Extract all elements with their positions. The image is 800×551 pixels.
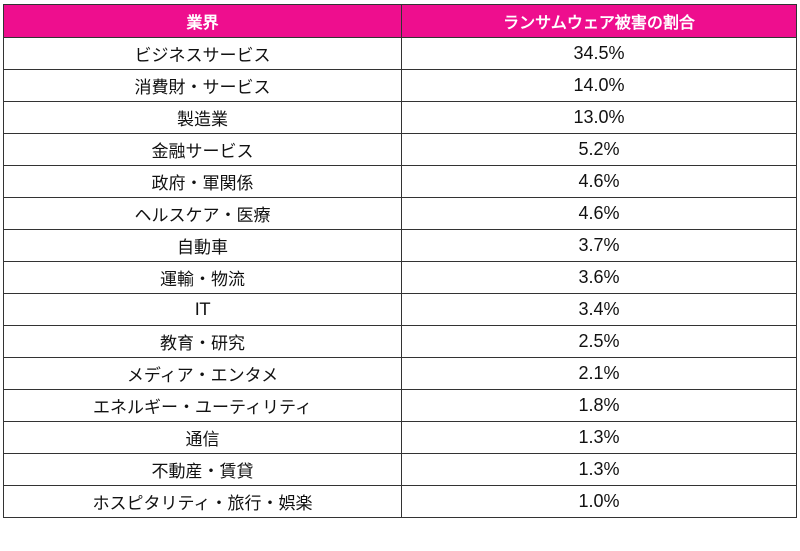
- table-row: メディア・エンタメ 2.1%: [3, 357, 797, 390]
- share-cell: 4.6%: [401, 197, 797, 230]
- header-row: 業界 ランサムウェア被害の割合: [3, 4, 797, 38]
- industry-cell: 消費財・サービス: [3, 69, 402, 102]
- share-cell: 13.0%: [401, 101, 797, 134]
- ransomware-industry-table: 業界 ランサムウェア被害の割合 ビジネスサービス 34.5% 消費財・サービス 14.…: [3, 4, 797, 518]
- industry-cell: ホスピタリティ・旅行・娯楽: [3, 485, 402, 518]
- table-container: 業界 ランサムウェア被害の割合 ビジネスサービス 34.5% 消費財・サービス 14.…: [3, 4, 797, 518]
- share-cell: 34.5%: [401, 37, 797, 70]
- table-row: ビジネスサービス 34.5%: [3, 37, 797, 70]
- table-row: IT 3.4%: [3, 293, 797, 326]
- share-cell: 4.6%: [401, 165, 797, 198]
- share-cell: 14.0%: [401, 69, 797, 102]
- share-cell: 1.0%: [401, 485, 797, 518]
- table-row: ヘルスケア・医療 4.6%: [3, 197, 797, 230]
- share-cell: 3.4%: [401, 293, 797, 326]
- table-row: エネルギー・ユーティリティ 1.8%: [3, 389, 797, 422]
- share-cell: 1.8%: [401, 389, 797, 422]
- table-body: ビジネスサービス 34.5% 消費財・サービス 14.0% 製造業 13.0% 金融サービス…: [3, 37, 797, 518]
- industry-cell: 通信: [3, 421, 402, 454]
- share-cell: 1.3%: [401, 421, 797, 454]
- share-cell: 2.5%: [401, 325, 797, 358]
- table-row: 自動車 3.7%: [3, 229, 797, 262]
- table-row: 運輸・物流 3.6%: [3, 261, 797, 294]
- header-share: ランサムウェア被害の割合: [401, 4, 797, 38]
- industry-cell: 製造業: [3, 101, 402, 134]
- table-row: 通信 1.3%: [3, 421, 797, 454]
- share-cell: 3.7%: [401, 229, 797, 262]
- share-cell: 1.3%: [401, 453, 797, 486]
- share-cell: 3.6%: [401, 261, 797, 294]
- industry-cell: 金融サービス: [3, 133, 402, 166]
- table-row: ホスピタリティ・旅行・娯楽 1.0%: [3, 485, 797, 518]
- share-cell: 5.2%: [401, 133, 797, 166]
- industry-cell: メディア・エンタメ: [3, 357, 402, 390]
- share-cell: 2.1%: [401, 357, 797, 390]
- table-row: 政府・軍関係 4.6%: [3, 165, 797, 198]
- table-row: 製造業 13.0%: [3, 101, 797, 134]
- industry-cell: 自動車: [3, 229, 402, 262]
- table-row: 不動産・賃貸 1.3%: [3, 453, 797, 486]
- industry-cell: ヘルスケア・医療: [3, 197, 402, 230]
- industry-cell: エネルギー・ユーティリティ: [3, 389, 402, 422]
- table-row: 教育・研究 2.5%: [3, 325, 797, 358]
- industry-cell: IT: [3, 293, 402, 326]
- header-industry: 業界: [3, 4, 402, 38]
- industry-cell: 運輸・物流: [3, 261, 402, 294]
- table-row: 金融サービス 5.2%: [3, 133, 797, 166]
- industry-cell: ビジネスサービス: [3, 37, 402, 70]
- industry-cell: 教育・研究: [3, 325, 402, 358]
- table-row: 消費財・サービス 14.0%: [3, 69, 797, 102]
- industry-cell: 不動産・賃貸: [3, 453, 402, 486]
- industry-cell: 政府・軍関係: [3, 165, 402, 198]
